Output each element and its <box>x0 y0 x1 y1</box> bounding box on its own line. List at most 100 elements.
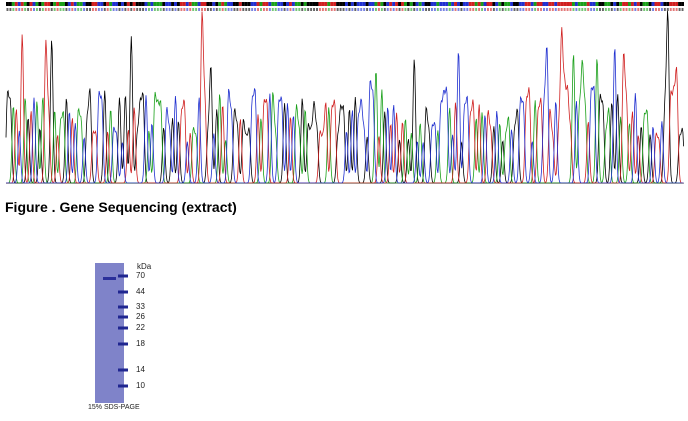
base-letter <box>156 8 159 11</box>
base-letter <box>53 8 56 11</box>
base-call <box>480 2 484 6</box>
base-letter <box>625 8 628 11</box>
base-call <box>238 2 242 6</box>
base-letter <box>590 8 593 11</box>
base-letter <box>330 8 333 11</box>
base-call <box>627 2 631 6</box>
base-call <box>507 2 511 6</box>
base-letter <box>540 8 543 11</box>
base-letter <box>569 8 572 11</box>
base-call <box>244 2 248 6</box>
base-letter <box>218 8 221 11</box>
base-letter <box>44 8 47 11</box>
base-letter <box>666 8 669 11</box>
base-call <box>368 2 372 6</box>
base-call <box>672 2 676 6</box>
base-letter <box>35 8 38 11</box>
base-call <box>401 2 404 6</box>
base-call <box>471 2 475 6</box>
base-call <box>94 2 98 6</box>
base-call <box>380 2 384 6</box>
base-call <box>598 2 602 6</box>
base-call <box>339 2 343 6</box>
base-letter <box>466 8 469 11</box>
base-letter <box>637 8 640 11</box>
base-letter <box>675 8 678 11</box>
base-call <box>342 2 345 6</box>
base-letter <box>274 8 277 11</box>
base-letter <box>171 8 174 11</box>
base-call <box>97 2 101 6</box>
base-letter <box>528 8 531 11</box>
base-letter <box>451 8 454 11</box>
marker-label: 44 <box>136 287 145 296</box>
base-call <box>392 2 396 6</box>
base-letter <box>472 8 475 11</box>
base-call <box>483 2 487 6</box>
base-letter <box>389 8 392 11</box>
base-call <box>11 2 15 6</box>
base-call <box>32 2 36 6</box>
base-letter <box>271 8 274 11</box>
base-call <box>359 2 363 6</box>
base-call <box>489 2 493 6</box>
base-letter <box>245 8 248 11</box>
base-letter <box>298 8 301 11</box>
base-call <box>76 2 80 6</box>
base-call <box>115 2 119 6</box>
base-call <box>203 2 207 6</box>
base-letter <box>392 8 395 11</box>
base-letter <box>318 8 321 11</box>
base-call <box>79 2 83 6</box>
base-letter <box>242 8 245 11</box>
base-letter <box>15 8 18 11</box>
base-letter <box>209 8 212 11</box>
base-call <box>486 2 490 6</box>
base-call <box>141 2 145 6</box>
base-letter <box>507 8 510 11</box>
base-call <box>604 2 608 6</box>
base-call <box>321 2 325 6</box>
base-call <box>197 2 201 6</box>
base-call <box>595 2 599 6</box>
base-call <box>59 2 63 6</box>
base-call <box>174 2 177 6</box>
ladder-band <box>118 274 128 278</box>
base-letter <box>442 8 445 11</box>
base-call <box>297 2 301 6</box>
base-call <box>336 2 340 6</box>
base-call <box>303 2 307 6</box>
base-call <box>294 2 298 6</box>
base-letter <box>428 8 430 11</box>
base-call <box>648 2 652 6</box>
base-letter <box>601 8 604 11</box>
base-letter <box>348 8 351 11</box>
base-call <box>474 2 478 6</box>
base-call <box>527 2 531 6</box>
base-letter <box>492 8 495 11</box>
base-letter <box>94 8 97 11</box>
base-letter <box>9 8 12 11</box>
base-letter <box>640 8 643 11</box>
base-letter <box>386 8 389 11</box>
base-letter <box>628 8 631 11</box>
base-letter <box>460 8 463 11</box>
base-call <box>566 2 570 6</box>
base-call <box>120 2 124 6</box>
base-call <box>548 2 552 6</box>
base-call <box>436 2 440 6</box>
base-letter <box>531 8 534 11</box>
base-call <box>377 2 381 6</box>
base-call <box>271 2 275 6</box>
base-call <box>389 2 393 6</box>
base-letter <box>127 8 130 11</box>
base-letter <box>652 8 655 11</box>
base-letter <box>251 8 254 11</box>
base-call <box>533 2 537 6</box>
base-letter <box>522 8 525 11</box>
base-letter <box>283 8 286 11</box>
base-call <box>64 2 68 6</box>
base-letter <box>100 8 103 11</box>
base-call <box>504 2 508 6</box>
base-letter <box>575 8 578 11</box>
